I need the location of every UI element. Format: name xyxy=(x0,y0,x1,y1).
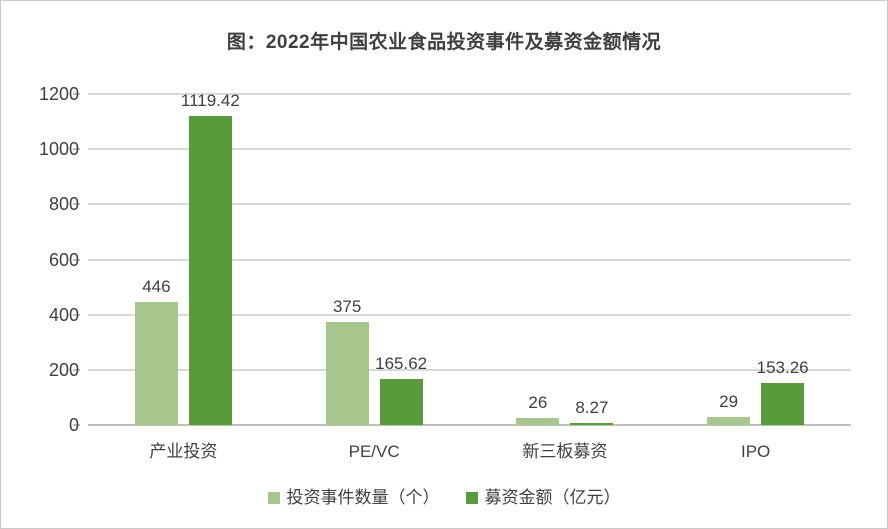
legend-swatch-icon xyxy=(267,492,280,504)
gridline xyxy=(88,93,851,95)
bar-series1-IPO xyxy=(707,417,751,425)
category-label-产业投资: 产业投资 xyxy=(149,442,218,461)
data-label: 29 xyxy=(719,392,739,411)
y-axis-tick xyxy=(73,424,80,426)
legend-label: 投资事件数量（个） xyxy=(286,488,440,507)
bar-series2-产业投资 xyxy=(188,116,232,425)
y-axis-label: 800 xyxy=(48,194,79,215)
y-axis-label: 400 xyxy=(48,304,79,325)
data-label: 1119.42 xyxy=(180,91,240,110)
legend: 投资事件数量（个） 募资金额（亿元） xyxy=(1,483,887,513)
legend-swatch-icon xyxy=(465,492,478,504)
gridline xyxy=(88,203,851,206)
y-axis-tick xyxy=(73,203,80,206)
x-axis-line xyxy=(88,424,851,426)
gridline xyxy=(88,258,851,261)
y-axis-tick xyxy=(73,368,80,371)
y-axis-label: 600 xyxy=(48,249,79,270)
y-axis-label: 1000 xyxy=(38,139,79,160)
bar-series2-新三板募资 xyxy=(570,423,614,425)
y-axis-label: 200 xyxy=(48,359,79,380)
category-label-IPO: IPO xyxy=(740,442,771,461)
gridline xyxy=(88,313,851,316)
y-axis-tick xyxy=(73,93,80,95)
category-label-PE/VC: PE/VC xyxy=(348,442,400,461)
y-axis-tick xyxy=(73,313,80,316)
bar-series2-PE/VC xyxy=(379,379,423,425)
data-label: 26 xyxy=(528,393,548,412)
gridline xyxy=(88,148,851,151)
bar-series1-PE/VC xyxy=(325,322,369,425)
plot-area: 446 1119.42 产业投资 375 165.62 PE/VC 26 8.27 新三板募资 2… xyxy=(88,91,851,461)
legend-label: 募资金额（亿元） xyxy=(484,488,621,507)
bar-series1-产业投资 xyxy=(134,302,178,425)
y-axis-label: 1200 xyxy=(38,84,79,104)
y-axis-label: 0 xyxy=(68,415,79,435)
data-label: 8.27 xyxy=(575,398,609,417)
data-label: 153.26 xyxy=(756,358,809,377)
data-label: 165.62 xyxy=(375,354,428,373)
bar-series2-IPO xyxy=(761,383,805,425)
legend-item-2: 募资金额（亿元） xyxy=(465,488,621,508)
legend-item-1: 投资事件数量（个） xyxy=(267,488,440,508)
chart-title: 图：2022年中国农业食品投资事件及募资金额情况 xyxy=(226,32,662,53)
gridline xyxy=(88,368,851,371)
data-label: 446 xyxy=(142,277,171,296)
y-axis-tick xyxy=(73,258,80,261)
data-label: 375 xyxy=(332,297,362,316)
y-axis-tick xyxy=(73,148,80,151)
category-label-新三板募资: 新三板募资 xyxy=(522,442,608,461)
bar-series1-新三板募资 xyxy=(516,418,560,425)
